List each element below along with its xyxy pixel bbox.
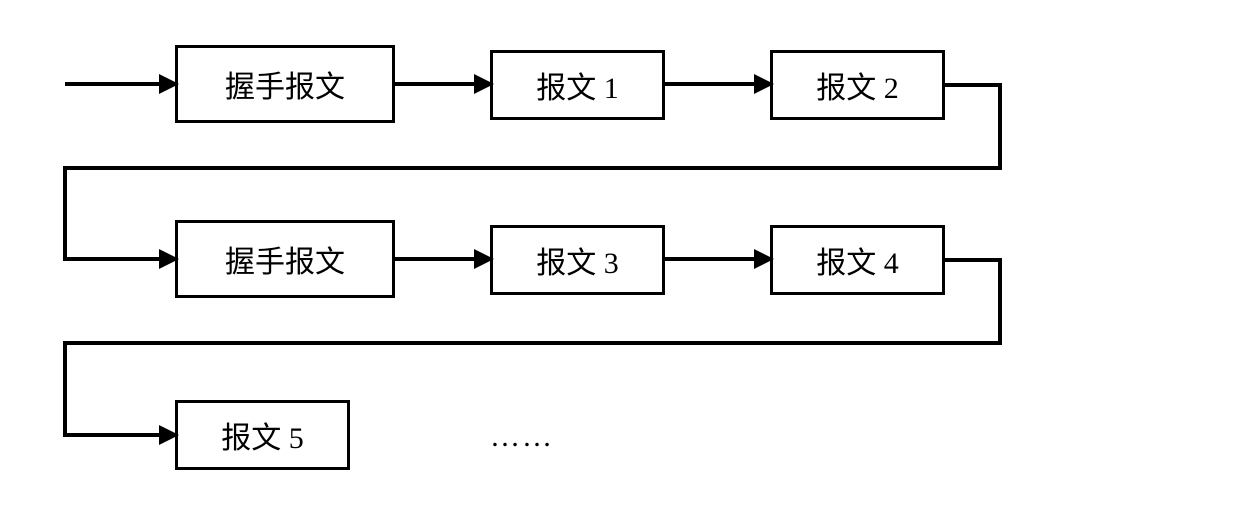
node-packet-3: 报文 3 [490, 225, 665, 295]
ellipsis-text: …… [490, 420, 554, 454]
node-packet-1: 报文 1 [490, 50, 665, 120]
node-label: 握手报文 [225, 62, 345, 106]
node-packet-5: 报文 5 [175, 400, 350, 470]
node-handshake-2: 握手报文 [175, 220, 395, 298]
node-packet-2: 报文 2 [770, 50, 945, 120]
node-label: 报文 4 [816, 238, 899, 282]
node-label: 报文 5 [221, 413, 304, 457]
node-packet-4: 报文 4 [770, 225, 945, 295]
node-handshake-1: 握手报文 [175, 45, 395, 123]
node-label: 报文 2 [816, 63, 899, 107]
node-label: 报文 3 [536, 238, 619, 282]
node-label: 报文 1 [536, 63, 619, 107]
node-label: 握手报文 [225, 237, 345, 281]
